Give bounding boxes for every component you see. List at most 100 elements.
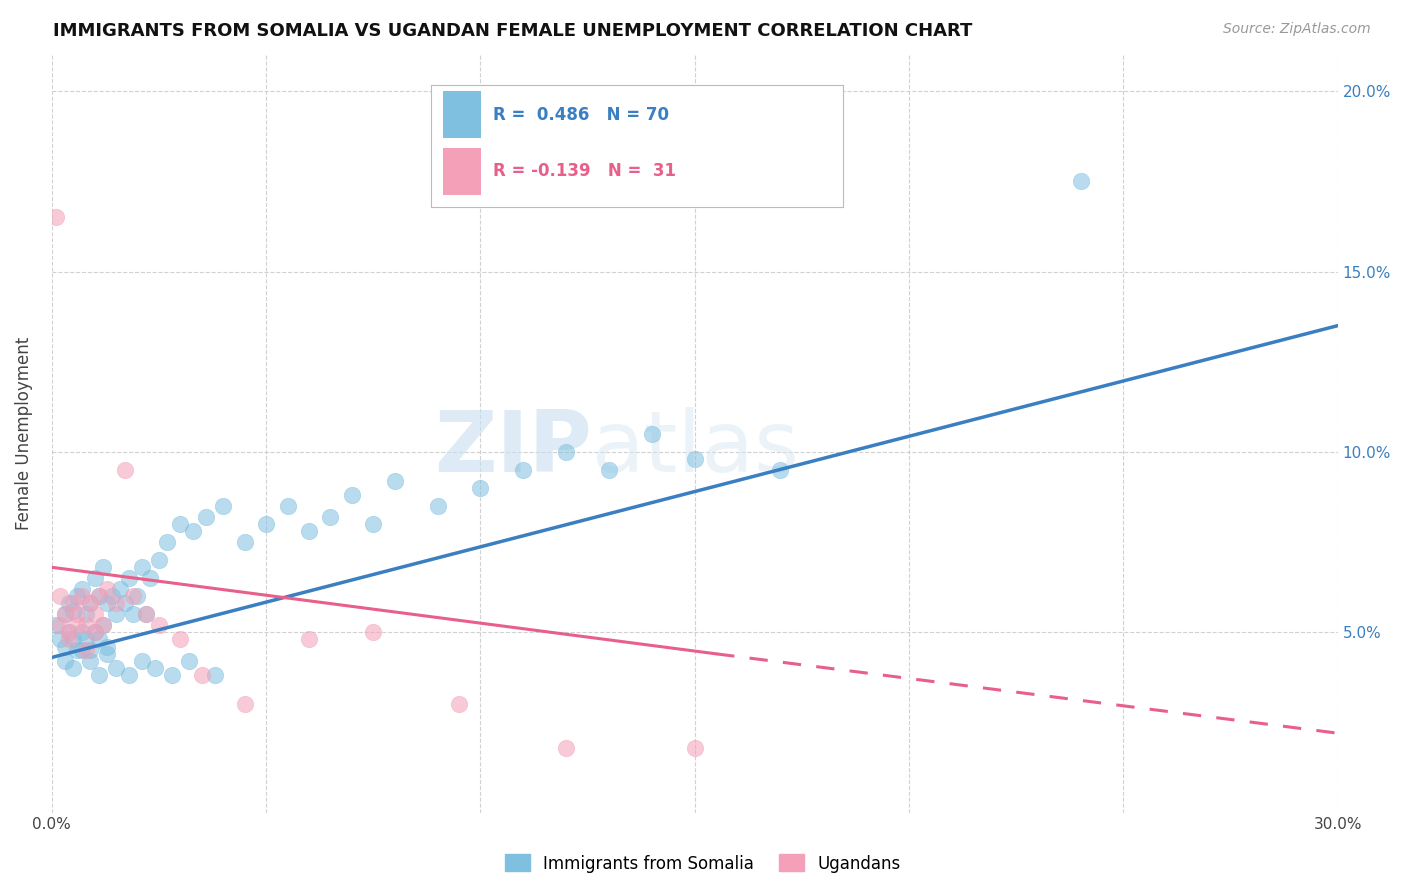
Point <box>319 509 342 524</box>
Point <box>127 589 149 603</box>
Point <box>49 589 72 603</box>
Point <box>212 499 235 513</box>
Point <box>83 625 105 640</box>
Point <box>75 607 97 622</box>
Point <box>45 618 67 632</box>
Point <box>96 596 118 610</box>
Point <box>298 632 321 647</box>
Point <box>62 596 84 610</box>
Point <box>512 463 534 477</box>
Point <box>62 661 84 675</box>
Point <box>118 668 141 682</box>
Point <box>105 596 128 610</box>
Point <box>70 643 93 657</box>
Point <box>181 524 204 539</box>
Point <box>160 668 183 682</box>
Point <box>114 463 136 477</box>
Point <box>79 654 101 668</box>
Legend: Immigrants from Somalia, Ugandans: Immigrants from Somalia, Ugandans <box>499 847 907 880</box>
Point <box>58 632 80 647</box>
Point <box>53 640 76 654</box>
Point <box>1070 174 1092 188</box>
Point <box>66 589 89 603</box>
Point <box>96 640 118 654</box>
Point <box>169 632 191 647</box>
Point <box>195 509 218 524</box>
Point <box>204 668 226 682</box>
Point <box>62 603 84 617</box>
Point <box>70 582 93 596</box>
Point <box>66 618 89 632</box>
Point <box>361 516 384 531</box>
Point <box>53 654 76 668</box>
Point <box>139 571 162 585</box>
Text: Source: ZipAtlas.com: Source: ZipAtlas.com <box>1223 22 1371 37</box>
Point <box>131 654 153 668</box>
Point <box>83 607 105 622</box>
Point <box>298 524 321 539</box>
Point <box>79 596 101 610</box>
Point <box>470 481 492 495</box>
Point <box>143 661 166 675</box>
Point <box>254 516 277 531</box>
Point <box>148 553 170 567</box>
Point <box>135 607 157 622</box>
Y-axis label: Female Unemployment: Female Unemployment <box>15 337 32 531</box>
Point <box>683 452 706 467</box>
Point <box>769 463 792 477</box>
Point <box>641 426 664 441</box>
Point <box>110 582 132 596</box>
Point <box>169 516 191 531</box>
Point <box>156 535 179 549</box>
Text: atlas: atlas <box>592 408 800 491</box>
Point <box>91 618 114 632</box>
Point <box>555 740 578 755</box>
Point <box>96 582 118 596</box>
Point <box>122 607 145 622</box>
Point <box>683 740 706 755</box>
Point <box>340 488 363 502</box>
Point <box>83 571 105 585</box>
Point <box>233 535 256 549</box>
Point <box>100 589 122 603</box>
Point <box>114 596 136 610</box>
Point <box>598 463 620 477</box>
Point <box>555 445 578 459</box>
Point <box>79 643 101 657</box>
Point <box>426 499 449 513</box>
Point <box>79 596 101 610</box>
Point <box>96 647 118 661</box>
Point <box>53 607 76 622</box>
Point <box>87 668 110 682</box>
Point <box>135 607 157 622</box>
Point <box>75 618 97 632</box>
Point <box>105 661 128 675</box>
Point <box>148 618 170 632</box>
Point <box>53 607 76 622</box>
Point <box>49 618 72 632</box>
Point <box>91 618 114 632</box>
Point <box>361 625 384 640</box>
Point <box>45 211 67 225</box>
Point <box>447 698 470 712</box>
Point <box>70 625 93 640</box>
Point <box>83 625 105 640</box>
Point <box>87 632 110 647</box>
Point <box>384 474 406 488</box>
Point <box>70 589 93 603</box>
Point <box>58 625 80 640</box>
Point <box>66 643 89 657</box>
Point <box>75 632 97 647</box>
Point <box>58 625 80 640</box>
Point <box>276 499 298 513</box>
Text: IMMIGRANTS FROM SOMALIA VS UGANDAN FEMALE UNEMPLOYMENT CORRELATION CHART: IMMIGRANTS FROM SOMALIA VS UGANDAN FEMAL… <box>53 22 973 40</box>
Point <box>105 607 128 622</box>
Point <box>49 632 72 647</box>
Point <box>177 654 200 668</box>
Point <box>131 560 153 574</box>
Point <box>118 571 141 585</box>
Text: ZIP: ZIP <box>434 408 592 491</box>
Point <box>91 560 114 574</box>
Point <box>191 668 214 682</box>
Point <box>58 596 80 610</box>
